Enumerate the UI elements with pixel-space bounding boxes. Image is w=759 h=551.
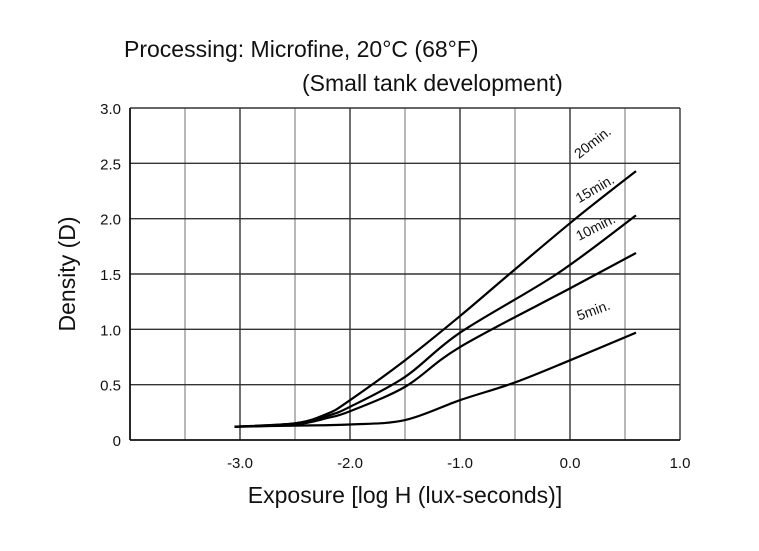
curve-label: 15min. bbox=[573, 171, 617, 206]
curve-15min bbox=[234, 214, 637, 428]
y-axis-label: Density (D) bbox=[54, 216, 80, 331]
y-tick-label: 1.5 bbox=[100, 267, 121, 284]
x-tick-label: 1.0 bbox=[670, 455, 691, 472]
curve-label: 20min. bbox=[571, 123, 614, 161]
chart-title: Processing: Microfine, 20°C (68°F) bbox=[124, 36, 479, 62]
x-tick-label: -1.0 bbox=[447, 455, 473, 472]
curve-label: 5min. bbox=[575, 297, 613, 324]
y-tick-label: 0.5 bbox=[100, 378, 121, 395]
curve-10min bbox=[234, 252, 637, 428]
y-tick-label: 2.5 bbox=[100, 156, 121, 173]
y-tick-label: 3.0 bbox=[100, 101, 121, 118]
x-tick-label: -2.0 bbox=[337, 455, 363, 472]
y-tick-label: 2.0 bbox=[100, 212, 121, 229]
chart-subtitle: (Small tank development) bbox=[302, 70, 563, 96]
x-axis-label: Exposure [log H (lux-seconds)] bbox=[248, 482, 562, 508]
x-tick-label: -3.0 bbox=[227, 455, 253, 472]
y-tick-label: 0 bbox=[113, 433, 121, 450]
x-tick-label: 0.0 bbox=[560, 455, 581, 472]
y-tick-label: 1.0 bbox=[100, 322, 121, 339]
curve-5min bbox=[234, 331, 637, 428]
